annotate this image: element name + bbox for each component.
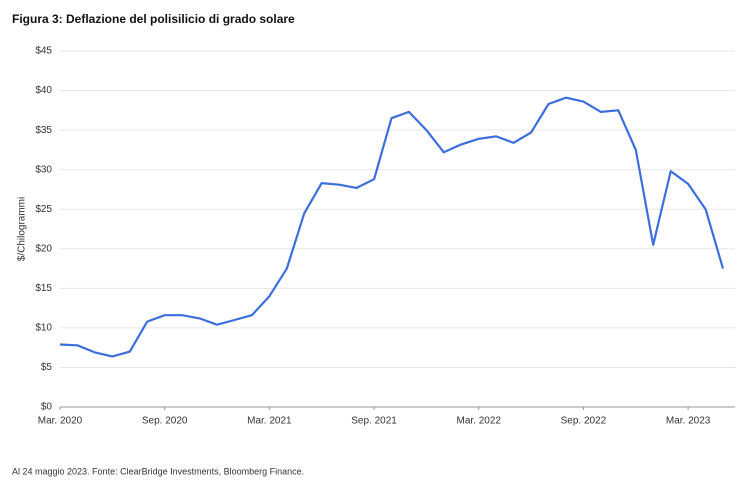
y-tick-label: $10 <box>35 323 52 334</box>
y-tick-label: $30 <box>35 164 52 175</box>
x-tick-label: Sep. 2021 <box>351 416 397 427</box>
y-tick-label: $35 <box>35 125 52 136</box>
y-axis-label: $/Chilogrammi <box>17 197 28 261</box>
x-tick-label: Mar. 2021 <box>247 416 292 427</box>
y-tick-label: $0 <box>41 402 53 413</box>
y-tick-label: $45 <box>35 46 52 57</box>
y-tick-label: $20 <box>35 243 52 254</box>
x-tick-label: Mar. 2023 <box>666 416 711 427</box>
y-tick-label: $5 <box>41 362 53 373</box>
x-tick-label: Sep. 2022 <box>561 416 607 427</box>
chart-title: Figura 3: Deflazione del polisilicio di … <box>12 12 295 26</box>
x-tick-label: Mar. 2022 <box>456 416 501 427</box>
y-tick-label: $15 <box>35 283 52 294</box>
x-tick-label: Sep. 2020 <box>142 416 188 427</box>
y-tick-label: $40 <box>35 85 52 96</box>
x-tick-label: Mar. 2020 <box>38 416 83 427</box>
footnote: Al 24 maggio 2023. Fonte: ClearBridge In… <box>12 466 304 476</box>
y-tick-label: $25 <box>35 204 52 215</box>
line-series <box>59 96 725 358</box>
